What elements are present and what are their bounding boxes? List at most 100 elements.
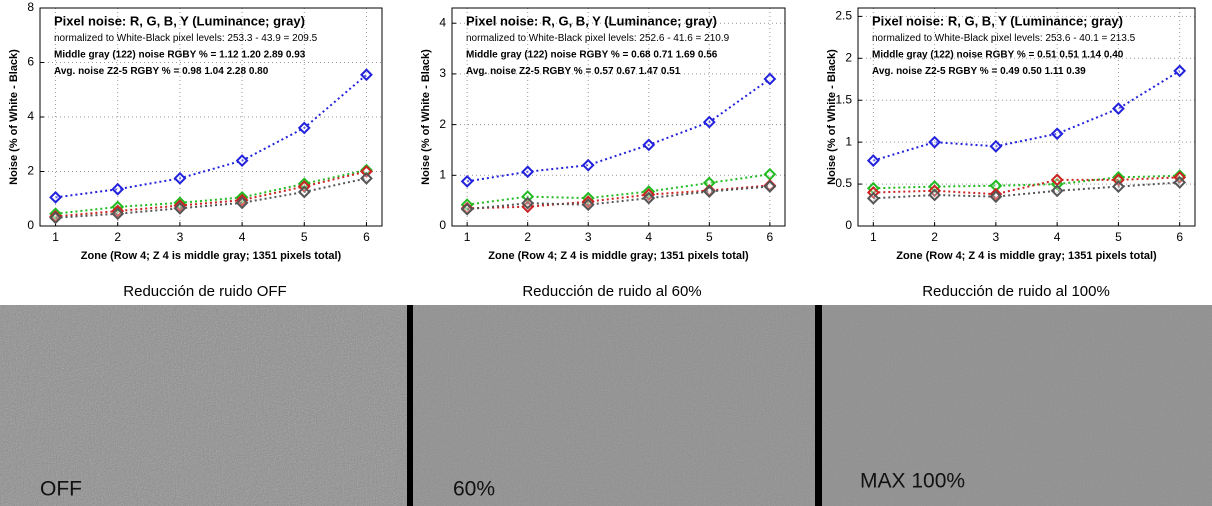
x-axis-label: Zone (Row 4; Z 4 is middle gray; 1351 pi…: [896, 250, 1157, 262]
y-tick-label: 2: [845, 50, 852, 64]
point-marker: [763, 180, 777, 193]
point-marker: [460, 174, 474, 188]
annotation: Avg. noise Z2-5 RGBY % = 0.57 0.67 1.47 …: [466, 66, 681, 77]
y-tick-label: 2: [439, 117, 446, 131]
point-marker: [297, 177, 311, 191]
point-marker: [1173, 169, 1187, 183]
point-marker: [235, 196, 249, 210]
point-marker: [581, 191, 595, 205]
series-line: [873, 174, 1180, 190]
point-marker: [521, 165, 535, 179]
point-marker: [1173, 175, 1187, 189]
y-tick-label: 8: [27, 0, 34, 14]
annotation: normalized to White-Black pixel levels: …: [54, 33, 318, 44]
series-line: [55, 169, 367, 215]
point-marker: [460, 202, 474, 216]
x-tick-label: 3: [585, 230, 592, 244]
y-axis-label: Noise (% of White - Black): [8, 49, 20, 185]
point-marker: [297, 121, 311, 135]
point-marker: [1111, 180, 1125, 194]
annotation: Avg. noise Z2-5 RGBY % = 0.98 1.04 2.28 …: [54, 66, 269, 77]
point-marker: [866, 154, 880, 168]
point-marker: [763, 72, 777, 86]
x-tick-label: 2: [931, 230, 938, 244]
x-tick-label: 1: [464, 230, 471, 244]
annotation: Middle gray (122) noise RGBY % = 0.51 0.…: [872, 50, 1124, 61]
x-tick-label: 1: [870, 230, 877, 244]
point-marker: [1050, 184, 1064, 198]
point-marker: [642, 138, 656, 152]
point-marker: [173, 201, 187, 215]
noise-texture: [413, 305, 815, 506]
annotation: Pixel noise: R, G, B, Y (Luminance; gray…: [872, 13, 1123, 28]
point-marker: [989, 190, 1003, 204]
series-line: [467, 185, 770, 211]
y-tick-label: 3: [439, 66, 446, 80]
y-tick-label: 4: [439, 15, 446, 29]
x-tick-label: 3: [177, 230, 184, 244]
x-tick-label: 6: [363, 230, 370, 244]
point-marker: [642, 191, 656, 205]
point-marker: [235, 154, 249, 168]
y-tick-label: 6: [27, 55, 34, 69]
plot-area: [452, 8, 785, 226]
point-marker: [989, 139, 1003, 153]
series-line: [466, 78, 771, 183]
point-marker: [360, 171, 373, 185]
x-axis-label: Zone (Row 4; Z 4 is middle gray; 1351 pi…: [488, 250, 749, 262]
y-tick-label: 1: [439, 167, 446, 181]
plot-frame: [451, 7, 786, 227]
series-line: [873, 70, 1181, 162]
point-marker: [111, 204, 125, 218]
point-marker: [173, 171, 187, 185]
point-marker: [581, 158, 595, 172]
point-marker: [111, 182, 125, 196]
caption: Reducción de ruido OFF: [123, 283, 286, 300]
separator: [407, 305, 413, 506]
caption: Reducción de ruido al 100%: [922, 283, 1110, 300]
patch-label: MAX 100%: [860, 470, 965, 493]
annotation: normalized to White-Black pixel levels: …: [466, 33, 730, 44]
point-marker: [642, 188, 656, 201]
series-line: [873, 176, 1180, 196]
x-tick-label: 3: [993, 230, 1000, 244]
x-tick-label: 2: [114, 230, 121, 244]
annotation: Middle gray (122) noise RGBY % = 0.68 0.…: [466, 50, 718, 61]
point-marker: [702, 185, 716, 198]
point-marker: [928, 188, 942, 202]
point-marker: [928, 135, 942, 149]
series-line: [873, 181, 1180, 200]
noise-texture: [822, 305, 1212, 506]
y-tick-label: 2.5: [835, 9, 852, 23]
y-tick-label: 1: [845, 134, 852, 148]
point-marker: [581, 198, 595, 212]
x-tick-label: 6: [1176, 230, 1183, 244]
point-marker: [1173, 64, 1187, 78]
point-marker: [581, 195, 595, 209]
series-line: [467, 184, 770, 210]
x-tick-label: 5: [1115, 230, 1122, 244]
y-tick-label: 0: [439, 218, 446, 232]
caption: Reducción de ruido al 60%: [522, 283, 701, 300]
separator: [815, 305, 822, 506]
point-marker: [1050, 127, 1064, 141]
point-marker: [642, 185, 656, 198]
point-marker: [1111, 102, 1125, 116]
y-tick-label: 0: [27, 218, 34, 232]
point-marker: [235, 193, 249, 207]
point-marker: [360, 165, 373, 178]
y-tick-label: 0: [845, 218, 852, 232]
x-axis-label: Zone (Row 4; Z 4 is middle gray; 1351 pi…: [81, 250, 342, 262]
point-marker: [360, 68, 373, 82]
patch-label: OFF: [40, 478, 82, 501]
plot-frame: [857, 7, 1196, 227]
plot-frame: [39, 7, 383, 227]
y-tick-label: 0.5: [835, 176, 852, 190]
x-tick-label: 5: [301, 230, 308, 244]
point-marker: [111, 207, 125, 221]
annotation: Pixel noise: R, G, B, Y (Luminance; gray…: [466, 13, 717, 28]
annotation: Avg. noise Z2-5 RGBY % = 0.49 0.50 1.11 …: [872, 66, 1086, 77]
point-marker: [173, 199, 187, 212]
plot-area: [858, 8, 1195, 226]
